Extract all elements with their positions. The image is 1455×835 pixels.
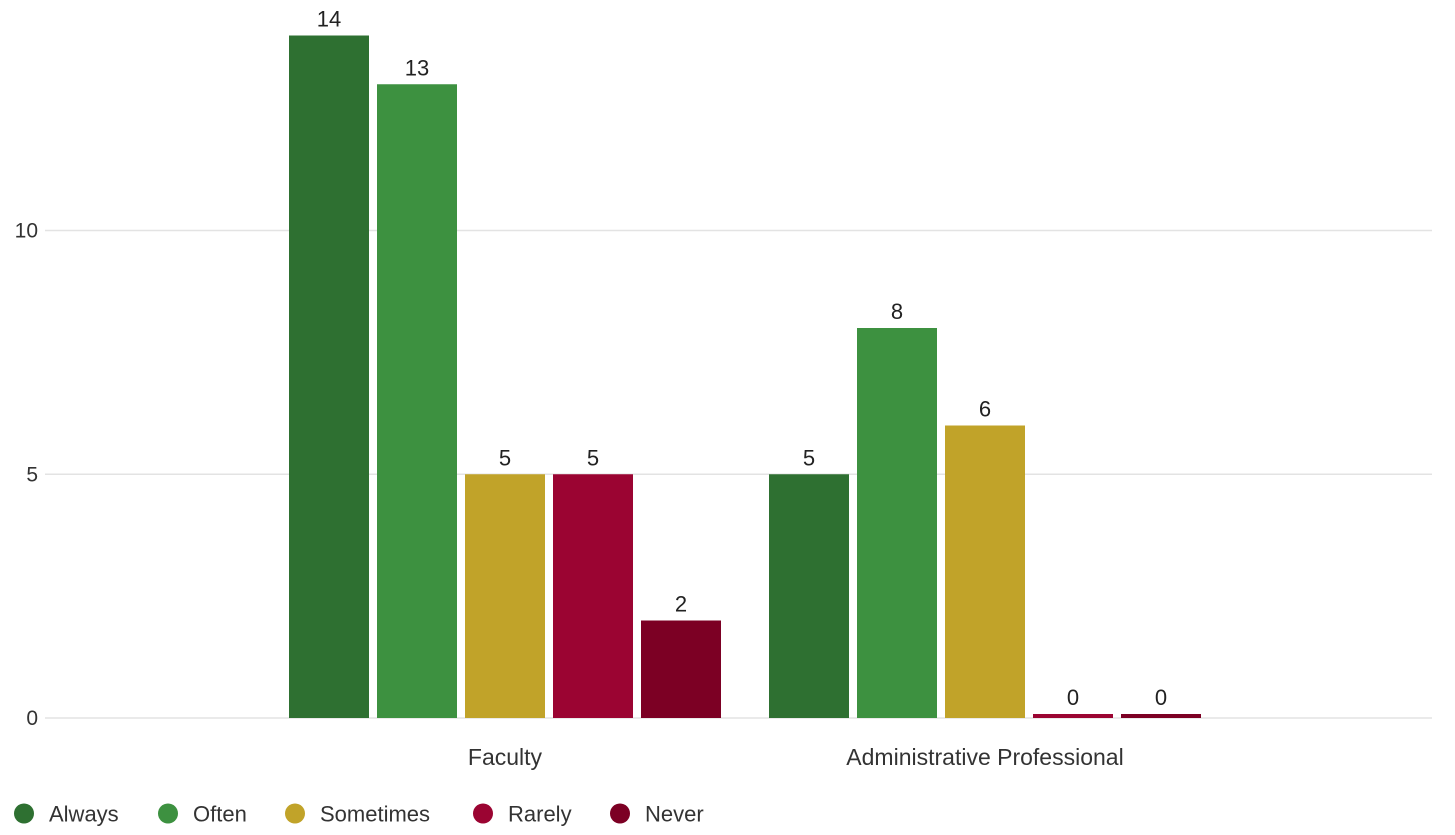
y-tick-label: 5	[26, 463, 38, 486]
legend-swatch-icon	[285, 803, 305, 824]
legend-label: Always	[49, 802, 119, 827]
data-label: 8	[891, 299, 903, 324]
y-tick-label: 0	[26, 707, 38, 730]
bar-administrative-professional-rarely[interactable]	[1033, 714, 1113, 718]
bar-faculty-never[interactable]	[641, 620, 721, 719]
legend-swatch-icon	[158, 803, 178, 824]
labels-layer: 0 5 10 14 13 5 5 2 Faculty 5 8 6 0 0 Administrative Pr…	[15, 7, 1167, 771]
legend-swatch-icon	[473, 803, 493, 824]
legend-swatch-icon	[610, 803, 630, 824]
bar-administrative-professional-sometimes[interactable]	[945, 425, 1025, 719]
legend-item-always[interactable]: Always	[14, 802, 119, 827]
bar-faculty-rarely[interactable]	[553, 474, 633, 718]
legend-label: Never	[645, 802, 704, 827]
bar-faculty-sometimes[interactable]	[465, 474, 545, 718]
grid-layer	[45, 229, 1432, 719]
legend-swatch-icon	[14, 803, 34, 824]
legend-label: Sometimes	[320, 802, 430, 827]
x-category-label: Faculty	[468, 744, 543, 770]
legend-item-rarely[interactable]: Rarely	[473, 802, 572, 827]
data-label: 0	[1067, 685, 1079, 710]
legend-item-sometimes[interactable]: Sometimes	[285, 802, 430, 827]
data-label: 0	[1155, 685, 1167, 710]
legend: Always Often Sometimes Rarely Never	[14, 802, 704, 827]
bar-administrative-professional-never[interactable]	[1121, 714, 1201, 718]
data-label: 6	[979, 397, 991, 422]
data-label: 5	[587, 445, 599, 470]
bar-administrative-professional-always[interactable]	[769, 474, 849, 718]
bars-layer	[289, 35, 1201, 719]
data-label: 2	[675, 592, 687, 617]
legend-item-often[interactable]: Often	[158, 802, 247, 827]
legend-label: Often	[193, 802, 247, 827]
data-label: 5	[803, 445, 815, 470]
bar-faculty-always[interactable]	[289, 35, 369, 719]
bar-administrative-professional-often[interactable]	[857, 328, 937, 718]
data-label: 5	[499, 445, 511, 470]
legend-label: Rarely	[508, 802, 572, 827]
data-label: 14	[317, 7, 341, 32]
x-category-label: Administrative Professional	[846, 744, 1123, 770]
data-label: 13	[405, 55, 429, 80]
y-tick-label: 10	[15, 220, 38, 243]
legend-item-never[interactable]: Never	[610, 802, 704, 827]
bar-faculty-often[interactable]	[377, 84, 457, 718]
